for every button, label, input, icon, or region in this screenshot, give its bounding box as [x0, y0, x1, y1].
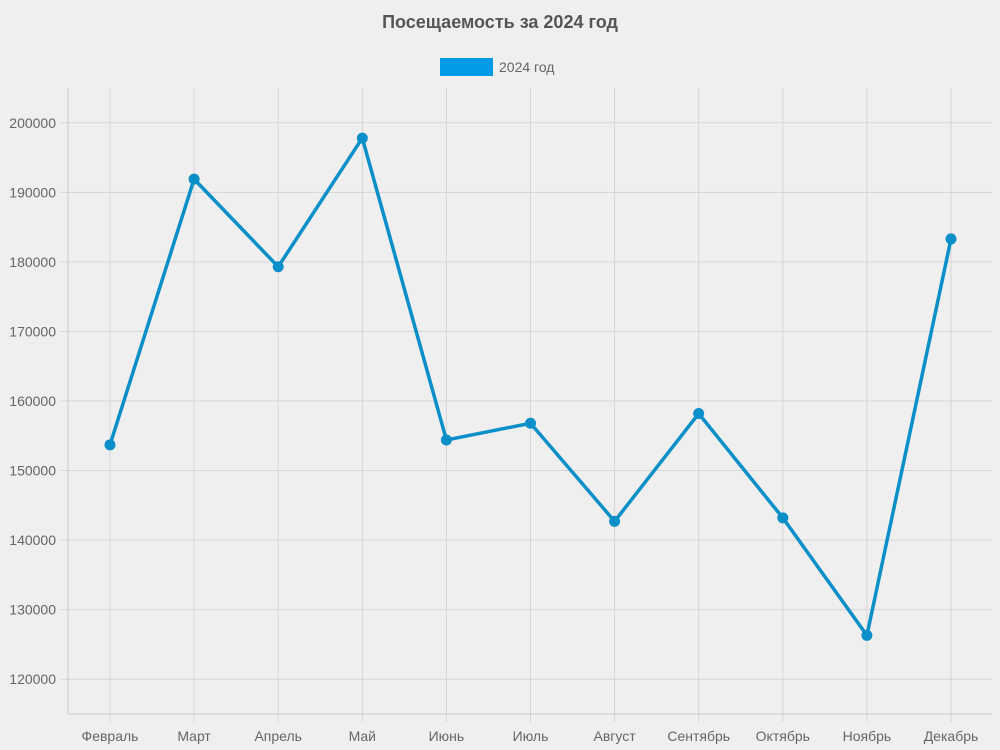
- data-point: [356, 132, 368, 144]
- x-axis-ticks: Февраль Март Апрель Май Июнь Июль Август Сентяб…: [82, 728, 979, 744]
- data-point: [188, 173, 200, 185]
- y-tick-label: 200000: [9, 115, 56, 131]
- data-point: [104, 439, 116, 451]
- data-point: [945, 233, 957, 245]
- y-tick-label: 180000: [9, 254, 56, 270]
- y-tick-label: 140000: [9, 532, 56, 548]
- x-tick-label: Апрель: [254, 728, 302, 744]
- x-tick-label: Август: [594, 728, 637, 744]
- x-tick-label: Июнь: [429, 728, 465, 744]
- y-tick-label: 170000: [9, 323, 56, 339]
- x-tick-label: Декабрь: [924, 728, 979, 744]
- data-point: [609, 515, 621, 527]
- data-point: [272, 261, 284, 273]
- x-tick-label: Март: [177, 728, 211, 744]
- legend[interactable]: 2024 год: [440, 58, 554, 76]
- chart-title: Посещаемость за 2024 год: [382, 12, 618, 32]
- grid: [60, 88, 992, 722]
- y-tick-label: 160000: [9, 393, 56, 409]
- legend-label: 2024 год: [499, 59, 554, 75]
- data-point: [440, 434, 452, 446]
- y-tick-label: 190000: [9, 184, 56, 200]
- x-tick-label: Сентябрь: [667, 728, 730, 744]
- data-point: [525, 417, 536, 429]
- y-tick-label: 120000: [9, 671, 56, 687]
- y-axis-ticks: 120000 130000 140000 150000 160000 170000 1800…: [9, 115, 56, 687]
- y-tick-label: 150000: [9, 463, 56, 479]
- x-tick-label: Ноябрь: [843, 728, 892, 744]
- legend-swatch: [440, 58, 493, 76]
- x-tick-label: Октябрь: [756, 728, 810, 744]
- series: [104, 132, 957, 641]
- y-tick-label: 130000: [9, 602, 56, 618]
- data-point: [777, 512, 789, 524]
- data-point: [861, 629, 873, 641]
- axes: [67, 88, 992, 715]
- x-tick-label: Май: [349, 728, 376, 744]
- data-point: [693, 408, 705, 420]
- x-tick-label: Июль: [513, 728, 549, 744]
- x-tick-label: Февраль: [82, 728, 139, 744]
